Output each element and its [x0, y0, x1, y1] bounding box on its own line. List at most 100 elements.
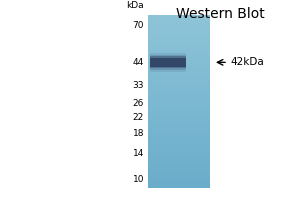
Bar: [148, 148, 210, 149]
Bar: [148, 142, 210, 143]
Bar: [148, 25, 210, 27]
Text: 44: 44: [133, 58, 144, 67]
Bar: [148, 22, 210, 23]
Bar: [148, 31, 210, 32]
Bar: [148, 42, 210, 43]
Bar: [148, 170, 210, 171]
Bar: [148, 126, 210, 127]
Bar: [148, 182, 210, 183]
Bar: [148, 23, 210, 24]
Bar: [148, 60, 210, 61]
Bar: [148, 111, 210, 112]
Bar: [148, 161, 210, 163]
Bar: [148, 15, 210, 16]
Bar: [148, 151, 210, 152]
Text: 26: 26: [133, 99, 144, 108]
Bar: [148, 156, 210, 157]
Bar: [148, 129, 210, 130]
Bar: [148, 146, 210, 148]
Bar: [148, 153, 210, 155]
Bar: [148, 66, 210, 67]
Bar: [148, 119, 210, 120]
Bar: [148, 120, 210, 121]
Bar: [148, 51, 210, 52]
Bar: [148, 28, 210, 29]
Bar: [148, 47, 210, 48]
Text: Western Blot: Western Blot: [176, 7, 264, 21]
Bar: [148, 135, 210, 136]
Bar: [148, 164, 210, 165]
Bar: [148, 104, 210, 105]
Bar: [148, 160, 210, 161]
Bar: [148, 58, 210, 59]
Bar: [148, 89, 210, 90]
Bar: [148, 36, 210, 37]
Text: 10: 10: [133, 175, 144, 184]
Bar: [148, 69, 210, 70]
Bar: [148, 165, 210, 166]
Bar: [148, 75, 210, 76]
Bar: [148, 40, 210, 42]
Bar: [148, 55, 210, 57]
Text: 14: 14: [133, 149, 144, 158]
Bar: [148, 133, 210, 134]
Bar: [148, 65, 210, 66]
Bar: [148, 52, 210, 53]
Bar: [148, 38, 210, 39]
Bar: [148, 116, 210, 118]
Bar: [148, 102, 210, 103]
Bar: [148, 140, 210, 141]
Bar: [148, 29, 210, 30]
Bar: [150, 58, 186, 67]
Bar: [148, 21, 210, 22]
Bar: [148, 167, 210, 168]
Bar: [148, 100, 210, 102]
Bar: [150, 56, 186, 68]
Bar: [150, 55, 186, 70]
Bar: [148, 82, 210, 83]
Bar: [148, 183, 210, 185]
Bar: [148, 43, 210, 44]
Bar: [148, 174, 210, 175]
Text: 42kDa: 42kDa: [230, 57, 264, 67]
Bar: [148, 93, 210, 95]
Bar: [148, 118, 210, 119]
Bar: [148, 99, 210, 100]
Bar: [148, 95, 210, 96]
Bar: [148, 128, 210, 129]
Bar: [148, 175, 210, 176]
Bar: [148, 178, 210, 179]
Bar: [148, 155, 210, 156]
Text: 18: 18: [133, 129, 144, 138]
Bar: [148, 127, 210, 128]
Bar: [148, 138, 210, 140]
Bar: [148, 180, 210, 181]
Bar: [148, 24, 210, 25]
Bar: [148, 123, 210, 125]
Bar: [148, 92, 210, 93]
Bar: [148, 103, 210, 104]
Bar: [148, 44, 210, 45]
Bar: [148, 80, 210, 81]
Bar: [148, 18, 210, 20]
Bar: [148, 91, 210, 92]
Bar: [148, 125, 210, 126]
Bar: [148, 158, 210, 159]
Bar: [148, 113, 210, 114]
Text: 70: 70: [133, 21, 144, 30]
Bar: [148, 176, 210, 178]
Bar: [148, 163, 210, 164]
Bar: [148, 78, 210, 80]
Bar: [148, 84, 210, 85]
Bar: [148, 159, 210, 160]
Bar: [148, 166, 210, 167]
Bar: [148, 32, 210, 33]
Bar: [148, 115, 210, 116]
Bar: [148, 45, 210, 46]
Bar: [148, 46, 210, 47]
Bar: [148, 27, 210, 28]
Bar: [148, 98, 210, 99]
Bar: [148, 185, 210, 186]
Bar: [148, 171, 210, 172]
Bar: [148, 152, 210, 153]
